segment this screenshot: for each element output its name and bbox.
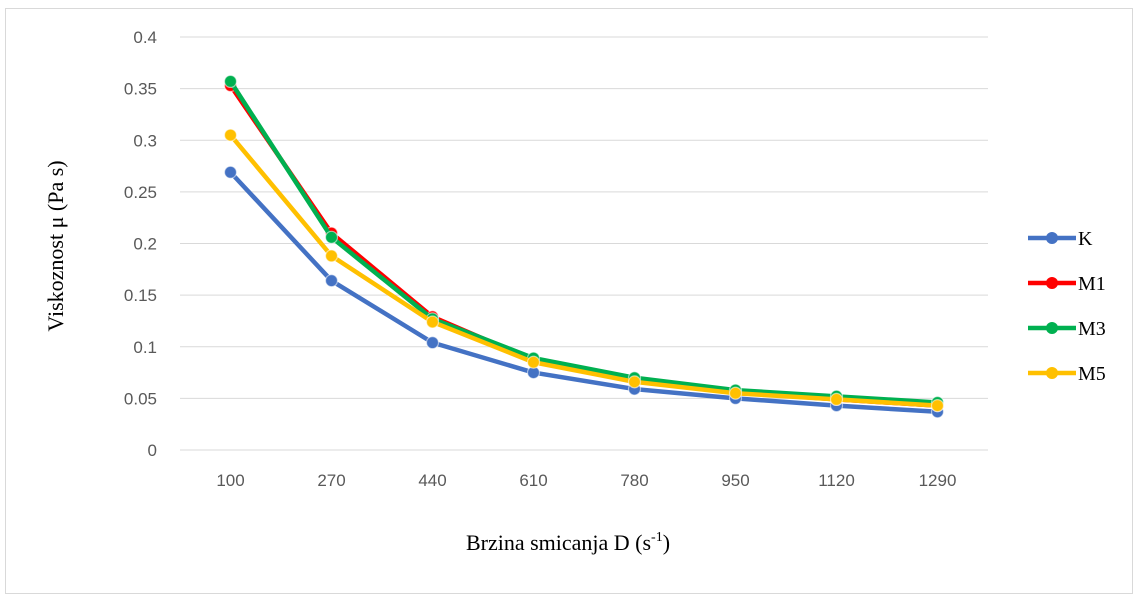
- legend: K M1 M3 M5: [1028, 228, 1106, 385]
- gridlines: [180, 36, 988, 451]
- series-m5: [223, 128, 945, 413]
- y-tick-label: 0.2: [133, 235, 157, 254]
- legend-marker: [1046, 322, 1058, 334]
- x-tick-label: 780: [620, 471, 648, 490]
- series-line-k: [228, 170, 940, 415]
- data-point-m5: [930, 399, 945, 413]
- data-point-m5: [829, 392, 844, 407]
- legend-marker: [1046, 232, 1058, 244]
- x-tick-label: 950: [721, 471, 749, 490]
- series-line-m1: [228, 83, 940, 408]
- x-tick-label: 1290: [919, 471, 957, 490]
- x-tick-label: 270: [317, 471, 345, 490]
- data-point-k: [425, 336, 440, 350]
- y-tick-labels: 0 0.05 0.1 0.15 0.2 0.25 0.3 0.35 0.4: [124, 28, 157, 460]
- legend-label: M5: [1078, 363, 1106, 385]
- y-tick-label: 0.3: [133, 131, 157, 150]
- y-axis-title: Viskoznost μ (Pa s): [43, 160, 68, 331]
- legend-item-m3: M3: [1028, 318, 1106, 340]
- x-tick-labels: 100 270 440 610 780 950 1120 1290: [216, 471, 956, 490]
- data-point-k: [223, 165, 238, 179]
- x-tick-label: 610: [519, 471, 547, 490]
- legend-label: K: [1078, 228, 1093, 250]
- series-m3: [223, 74, 945, 410]
- y-tick-label: 0.25: [124, 183, 157, 202]
- legend-label: M3: [1078, 318, 1106, 340]
- data-point-k: [324, 274, 339, 288]
- x-axis-title-superscript: -1: [651, 530, 663, 545]
- data-point-m5: [627, 375, 642, 389]
- y-tick-label: 0.1: [133, 338, 157, 357]
- y-tick-label: 0.15: [124, 286, 157, 305]
- y-tick-label: 0.4: [133, 28, 157, 47]
- legend-label: M1: [1078, 273, 1106, 295]
- legend-marker: [1046, 367, 1058, 379]
- data-point-m5: [324, 249, 339, 263]
- series-k: [223, 165, 945, 419]
- y-tick-label: 0.35: [124, 80, 157, 99]
- data-point-m5: [223, 128, 238, 142]
- data-point-m5: [425, 315, 440, 329]
- chart-frame: [5, 8, 1133, 594]
- x-tick-label: 100: [216, 471, 244, 490]
- x-axis-title: Brzina smicanja D (s-1): [466, 530, 670, 555]
- legend-marker: [1046, 277, 1058, 289]
- data-point-m3: [324, 230, 339, 244]
- x-tick-label: 440: [418, 471, 446, 490]
- series-m1: [223, 78, 945, 413]
- legend-item-m1: M1: [1028, 273, 1106, 295]
- data-point-m5: [526, 355, 541, 369]
- series-lines: [223, 74, 945, 419]
- series-line-m3: [228, 79, 940, 405]
- data-point-m5: [728, 386, 743, 400]
- y-tick-label: 0: [148, 441, 157, 460]
- x-tick-label: 1120: [818, 471, 855, 490]
- series-line-m5: [228, 132, 940, 408]
- y-tick-label: 0.05: [124, 389, 157, 408]
- legend-item-k: K: [1028, 228, 1093, 250]
- legend-item-m5: M5: [1028, 363, 1106, 385]
- data-point-m3: [223, 74, 238, 88]
